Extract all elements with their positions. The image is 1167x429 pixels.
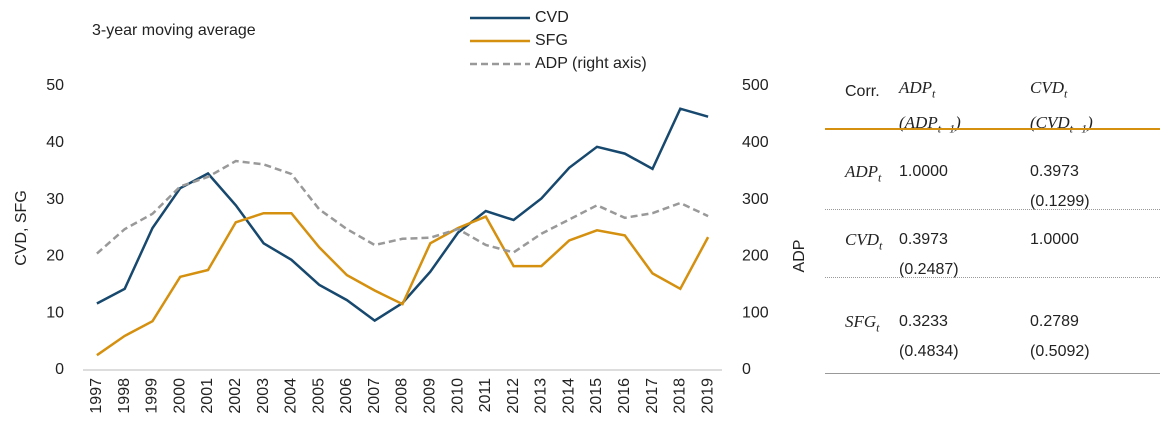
x-tick-label: 2000 [171, 378, 188, 414]
header-line: ADPt [899, 73, 961, 108]
y-tick-label: 40 [46, 134, 64, 151]
symbol-base: ADP [845, 162, 879, 181]
header-text: Corr. [845, 83, 880, 100]
y2-tick-label: 0 [742, 361, 751, 378]
symbol-subscript: t [876, 320, 880, 335]
cell-line: 0.3973 [899, 231, 948, 248]
cell-line: (0.2487) [899, 261, 959, 278]
x-tick-label: 2002 [227, 378, 244, 414]
symbol-base: ADP [899, 78, 933, 97]
math-symbol: SFGt [845, 312, 880, 335]
bottom-rule [825, 373, 1160, 374]
cell-line: 1.0000 [899, 163, 948, 180]
x-tick-label: 2009 [422, 378, 439, 414]
symbol-base: CVD [1030, 78, 1064, 97]
legend-label: CVD [535, 9, 569, 26]
x-tick-label: 2001 [199, 378, 216, 414]
correlation-table: Corr. ADPt (ADPt−1) CVDt (CVDt−1) ADPt 1.0000 0… [825, 0, 1160, 429]
header-line: (ADPt−1) [899, 108, 961, 143]
table-cell: 0.3973 (0.1299) [1030, 157, 1090, 217]
series-line [96, 211, 710, 357]
cell-line: 0.3233 [899, 313, 948, 330]
x-tick-label: 2014 [560, 378, 577, 414]
y2-tick-label: 400 [742, 134, 769, 151]
symbol-subscript: t [1064, 86, 1068, 101]
cell-line: 0.3973 [1030, 163, 1079, 180]
series-line [96, 159, 709, 255]
table-cell: 0.2789 (0.5092) [1030, 307, 1090, 367]
symbol-base: (CVD [1030, 113, 1070, 133]
x-tick-label: 1997 [88, 378, 105, 414]
x-tick-label: 1998 [116, 378, 133, 414]
x-tick-label: 2015 [588, 378, 605, 414]
symbol-subscript: t [932, 86, 936, 101]
x-tick-label: 2018 [672, 378, 689, 414]
table-cell: 0.3973 (0.2487) [899, 225, 959, 285]
y2-tick-label: 200 [742, 248, 769, 265]
x-tick-label: 2013 [533, 378, 550, 414]
x-tick-label: 2008 [394, 378, 411, 414]
x-tick-label: 1999 [144, 378, 161, 414]
header-line: (CVDt−1) [1030, 108, 1093, 143]
x-tick-label: 2016 [616, 378, 633, 414]
x-tick-label: 2003 [255, 378, 272, 414]
chart: 3-year moving average CVD, SFG ADP 0 10 20… [13, 9, 808, 414]
math-symbol: CVDt [1030, 78, 1068, 101]
header-cell: Corr. [845, 77, 880, 107]
x-tick-label: 2010 [449, 378, 466, 414]
header-line: CVDt [1030, 73, 1093, 108]
math-symbol: CVDt [845, 230, 883, 253]
y2-tick-label: 100 [742, 304, 769, 321]
cell-line: 1.0000 [1030, 231, 1079, 248]
symbol-close: ) [955, 113, 961, 133]
y-tick-label: 30 [46, 191, 64, 208]
legend-label: ADP (right axis) [535, 55, 647, 72]
y2-tick-label: 500 [742, 77, 769, 94]
table-cell: 0.3233 (0.4834) [899, 307, 959, 367]
y2-tick-label: 300 [742, 191, 769, 208]
y-tick-label: 10 [46, 304, 64, 321]
annotation: 3-year moving average [92, 22, 256, 39]
math-symbol: ADPt [899, 78, 936, 101]
header-cell: CVDt (CVDt−1) [1030, 73, 1093, 144]
x-tick-label: 2006 [338, 378, 355, 414]
x-tick-label: 2017 [644, 378, 661, 414]
x-tick-label: 2012 [505, 378, 522, 414]
row-label: ADPt [845, 157, 881, 192]
x-tick-label: 2005 [310, 378, 327, 414]
y-axis-label: CVD, SFG [13, 190, 30, 266]
x-tick-label: 2019 [699, 378, 716, 414]
header-rule [825, 128, 1160, 130]
y-tick-label: 50 [46, 77, 64, 94]
y-tick-label: 20 [46, 248, 64, 265]
row-label: SFGt [845, 307, 880, 342]
symbol-subscript: t [878, 170, 882, 185]
row-label: CVDt [845, 225, 882, 260]
cell-line: (0.4834) [899, 343, 959, 360]
table-cell: 1.0000 [899, 157, 948, 187]
x-tick-label: 2004 [283, 378, 300, 414]
symbol-subscript: t [879, 238, 883, 253]
cell-line: (0.1299) [1030, 193, 1090, 210]
symbol-base: CVD [845, 230, 879, 249]
header-cell: ADPt (ADPt−1) [899, 73, 961, 144]
x-tick-label: 2011 [477, 378, 494, 413]
math-symbol: ADPt [845, 162, 882, 185]
symbol-base: SFG [845, 312, 877, 331]
y2-axis-label: ADP [791, 240, 808, 273]
cell-line: 0.2789 [1030, 313, 1079, 330]
cell-line: (0.5092) [1030, 343, 1090, 360]
y-tick-label: 0 [55, 361, 64, 378]
table-cell: 1.0000 [1030, 225, 1079, 255]
symbol-close: ) [1087, 113, 1093, 133]
row-separator [825, 209, 1160, 210]
row-separator [825, 277, 1160, 278]
symbol-base: (ADP [899, 113, 938, 133]
legend-label: SFG [535, 32, 568, 49]
x-tick-label: 2007 [366, 378, 383, 414]
series-line [96, 107, 709, 323]
